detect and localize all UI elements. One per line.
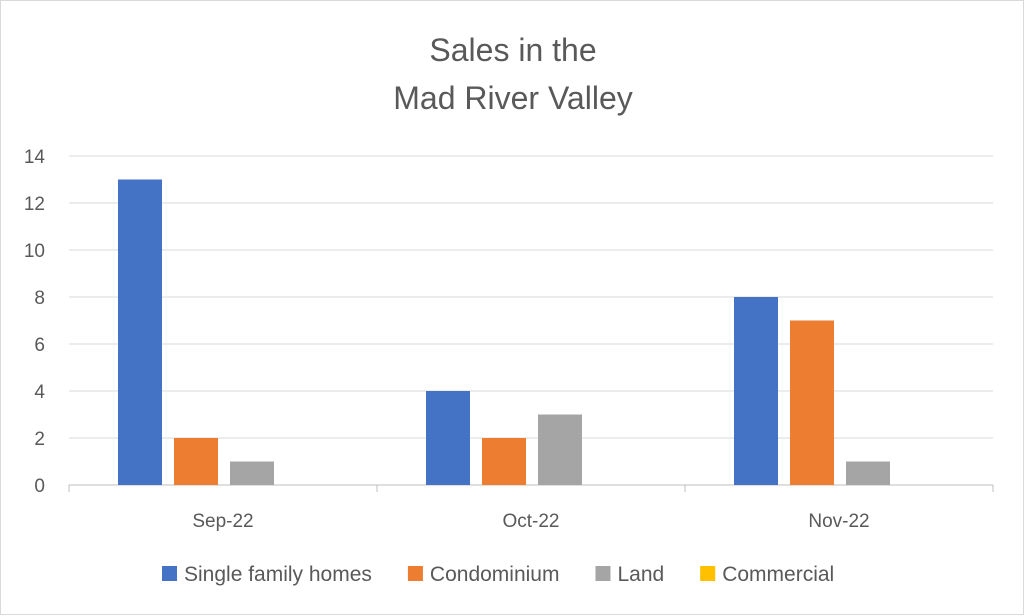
legend-label: Condominium [430,563,560,586]
bar [846,461,890,485]
chart-title-line-1: Sales in the [429,32,596,68]
y-tick-label: 2 [34,429,45,450]
y-tick-label: 12 [24,194,45,215]
y-tick-label: 6 [34,335,45,356]
bar [538,414,582,485]
chart-title: Sales in the Mad River Valley [393,32,632,116]
gridlines [69,155,993,439]
legend-label: Single family homes [184,563,372,586]
bar [174,438,218,485]
y-tick-label: 0 [34,476,45,497]
legend-swatch [595,566,611,581]
y-tick-label: 10 [24,241,45,262]
legend-swatch [162,566,177,581]
y-tick-label: 4 [34,382,45,403]
bar [118,179,162,485]
x-tick-label: Nov-22 [808,511,869,532]
legend: Single family homes Condominium Land Commer… [162,563,834,586]
chart-title-line-2: Mad River Valley [393,80,632,116]
legend-label: Commercial [722,563,834,586]
bar [230,461,274,485]
x-tick-label: Oct-22 [502,511,559,532]
bar [426,391,470,485]
legend-swatch [700,566,716,581]
axes [68,484,994,492]
y-tick-label: 8 [34,288,45,309]
bars [118,179,890,485]
bar [734,297,778,485]
bar [482,438,526,485]
legend-swatch [407,566,423,581]
x-tick-label: Sep-22 [192,511,253,532]
bar [790,320,834,485]
legend-label: Land [617,563,664,586]
y-tick-label: 14 [24,147,46,168]
tick-labels: 0 2 4 6 8 10 12 14 Sep-22 Oct-22 Nov-22 [24,147,870,532]
